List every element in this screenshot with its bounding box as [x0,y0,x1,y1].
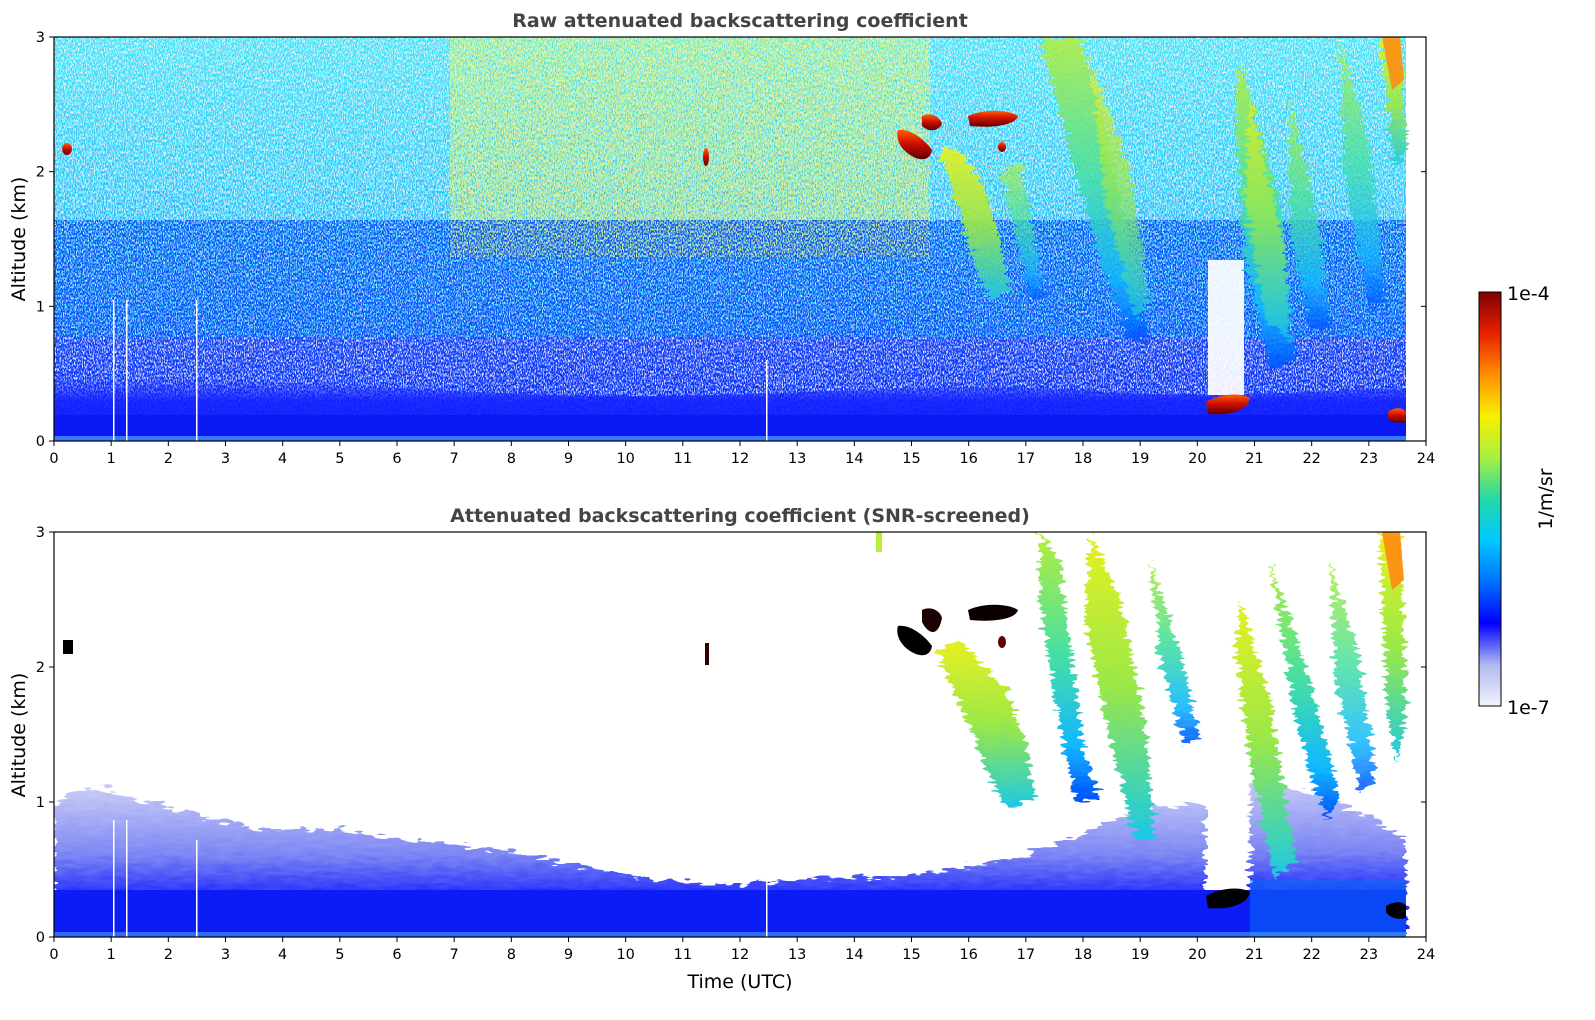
x-tick-label: 9 [564,947,573,963]
x-tick-label: 8 [507,947,516,963]
x-tick-label: 19 [1131,451,1149,467]
x-tick-label: 23 [1360,947,1378,963]
x-tick-label: 15 [902,451,920,467]
x-tick-label: 12 [731,451,749,467]
colorbar-units-label: 1/m/sr [1535,468,1557,529]
y-tick-label: 2 [36,660,45,676]
x-tick-label: 11 [674,947,692,963]
colorbar: 1e-4 1e-7 1/m/sr [1478,283,1557,719]
x-tick-label: 14 [845,947,863,963]
x-tick-label: 21 [1245,947,1263,963]
x-tick-label: 0 [49,451,58,467]
x-tick-label: 17 [1017,947,1035,963]
raw-heatmap [54,37,1426,441]
x-tick-label: 11 [674,451,692,467]
x-tick-label: 4 [278,451,287,467]
x-tick-label: 21 [1245,451,1263,467]
x-axis-label: Time (UTC) [686,971,792,993]
screened-backscatter-panel: Attenuated backscattering coefficient (S… [8,505,1435,993]
x-tick-label: 10 [616,947,634,963]
x-tick-label: 13 [788,947,806,963]
x-tick-label: 19 [1131,947,1149,963]
x-tick-label: 10 [616,451,634,467]
x-tick-label: 5 [335,451,344,467]
x-tick-label: 18 [1074,451,1092,467]
x-tick-label: 1 [107,947,116,963]
x-tick-label: 6 [392,451,401,467]
x-tick-label: 7 [450,947,459,963]
x-tick-label: 16 [959,451,977,467]
x-tick-label: 22 [1302,451,1320,467]
x-tick-label: 0 [49,947,58,963]
x-tick-label: 24 [1417,947,1435,963]
colorbar-scale [1478,291,1502,707]
screened-panel-axes: 0 1 2 3 4 5 6 7 8 9 10 11 12 13 14 15 16 17 18 19 20 21 22 23 24… [36,525,1435,963]
raw-backscatter-panel: Raw attenuated backscattering coefficien… [8,10,1435,467]
x-tick-label: 23 [1360,451,1378,467]
x-tick-label: 12 [731,947,749,963]
y-tick-label: 0 [36,930,45,946]
x-tick-label: 8 [507,451,516,467]
x-tick-label: 2 [164,947,173,963]
x-tick-label: 3 [221,947,230,963]
colorbar-max-label: 1e-4 [1507,283,1550,305]
y-tick-label: 3 [36,525,45,541]
x-tick-label: 7 [450,451,459,467]
x-tick-label: 3 [221,451,230,467]
y-tick-label: 1 [36,299,45,315]
x-tick-label: 14 [845,451,863,467]
x-tick-label: 9 [564,451,573,467]
raw-panel-axes: 0 1 2 3 4 5 6 7 8 9 10 11 12 13 14 15 16 17 18 19 20 21 22 23 24… [36,30,1435,467]
x-tick-label: 15 [902,947,920,963]
screened-panel-ylabel: Altitude (km) [8,673,30,798]
raw-panel-ylabel: Altitude (km) [8,177,30,302]
screened-heatmap [54,532,1426,937]
x-tick-label: 13 [788,451,806,467]
x-tick-label: 5 [335,947,344,963]
y-tick-label: 1 [36,795,45,811]
x-tick-label: 4 [278,947,287,963]
y-tick-label: 2 [36,165,45,181]
colorbar-min-label: 1e-7 [1507,697,1550,719]
x-tick-label: 1 [107,451,116,467]
raw-panel-title: Raw attenuated backscattering coefficien… [512,10,968,32]
y-tick-label: 0 [36,434,45,450]
x-tick-label: 24 [1417,451,1435,467]
x-tick-label: 17 [1017,451,1035,467]
screened-panel-title: Attenuated backscattering coefficient (S… [450,505,1030,527]
x-tick-label: 22 [1302,947,1320,963]
y-tick-label: 3 [36,30,45,46]
x-tick-label: 16 [959,947,977,963]
x-tick-label: 2 [164,451,173,467]
x-tick-label: 18 [1074,947,1092,963]
x-tick-label: 6 [392,947,401,963]
x-tick-label: 20 [1188,451,1206,467]
x-tick-label: 20 [1188,947,1206,963]
